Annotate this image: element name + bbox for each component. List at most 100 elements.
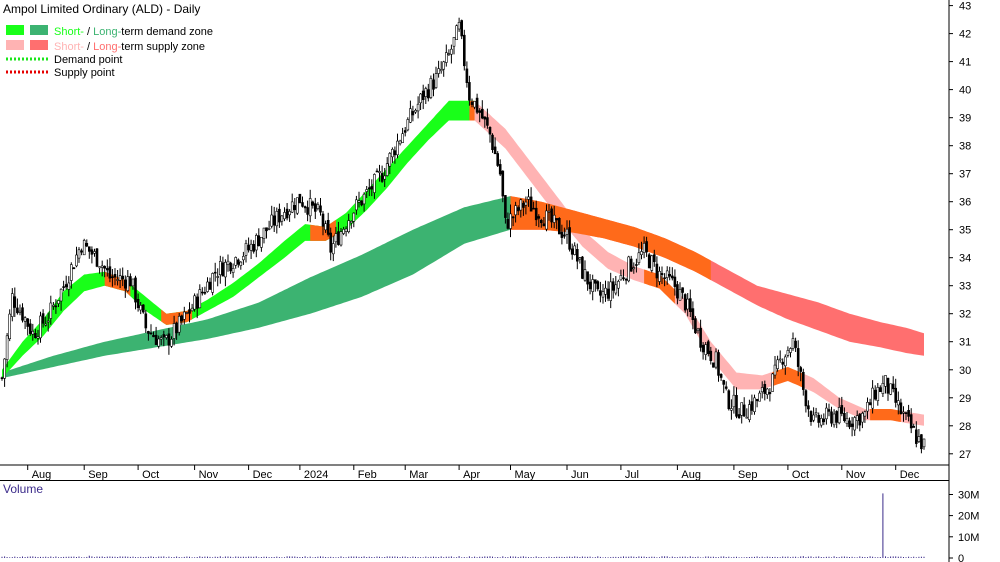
candle-body [617, 281, 620, 289]
candle-body [457, 21, 461, 30]
x-tick-label: Jun [571, 469, 589, 481]
candle-body [75, 254, 78, 267]
zone-transition [870, 409, 901, 422]
candle-body [871, 387, 874, 409]
volume-tick-label: 10M [958, 532, 979, 544]
candle-body [696, 328, 700, 332]
candle-body [419, 93, 422, 104]
candle-body [758, 392, 761, 402]
candle-body [737, 414, 741, 419]
candle-body [398, 140, 402, 145]
candle-body [750, 401, 754, 411]
candle-body [11, 293, 14, 317]
candle-body [134, 277, 137, 303]
candle-body [67, 282, 71, 290]
candle-body [118, 275, 122, 281]
zone-transition [772, 367, 804, 388]
candle-body [339, 231, 343, 246]
candle-body [237, 259, 240, 265]
candle-body [288, 211, 291, 216]
candle-body [889, 383, 892, 395]
candle-body [283, 212, 286, 220]
y-tick-label: 33 [959, 281, 971, 293]
candle-body [624, 278, 628, 281]
candle-body [704, 344, 708, 355]
zone-long-demand [2, 196, 511, 379]
candle-body [522, 202, 525, 208]
candle-body [511, 216, 515, 219]
candle-body [149, 332, 153, 335]
candle-body [298, 193, 302, 204]
candle-body [5, 335, 9, 360]
x-tick-label: Feb [358, 469, 377, 481]
candle-body [773, 364, 777, 376]
candle-body [154, 334, 158, 345]
candle-body [116, 279, 119, 281]
candle-body [88, 246, 91, 252]
candle-body [560, 231, 564, 238]
candle-body [514, 205, 517, 216]
candle-body [316, 204, 320, 209]
x-tick-label: Sep [738, 469, 758, 481]
candle-body [39, 315, 42, 339]
volume-tick-label: 30M [958, 490, 979, 502]
candle-body [59, 288, 63, 302]
candle-body [272, 215, 276, 226]
candle-body [100, 265, 104, 268]
legend-swatch-long [30, 25, 48, 35]
candle-body [98, 266, 101, 269]
candle-body [545, 210, 548, 230]
candle-body [470, 101, 474, 105]
candle-body [848, 420, 851, 428]
x-tick-label: Aug [32, 469, 52, 481]
candle-body [863, 411, 867, 417]
candle-body [701, 344, 705, 353]
candle-body [866, 401, 869, 412]
candle-body [139, 305, 142, 311]
candle-body [308, 198, 312, 217]
candle-body [201, 291, 204, 294]
y-tick-label: 37 [959, 169, 971, 181]
candle-body [673, 276, 677, 287]
candle-body [103, 266, 106, 269]
candle-body [239, 261, 243, 266]
candle-body [904, 412, 908, 415]
candle-body [550, 208, 553, 223]
y-tick-label: 39 [959, 113, 971, 125]
candle-body [396, 140, 399, 156]
candle-body [488, 127, 492, 135]
candle-body [688, 298, 692, 313]
volume-tick-label: 0 [958, 553, 964, 562]
zone-transition [469, 100, 475, 121]
candle-body [735, 394, 738, 417]
candle-body [691, 308, 695, 321]
candle-body [506, 219, 510, 229]
candle-body [414, 110, 417, 113]
candle-body [706, 341, 710, 355]
candle-body [501, 170, 505, 197]
candle-body [586, 271, 589, 285]
candle-body [486, 117, 489, 126]
candle-body [380, 173, 384, 182]
candle-body [855, 415, 859, 422]
x-tick-label: Mar [409, 469, 428, 481]
candle-body [221, 262, 225, 277]
candle-body [177, 315, 181, 333]
candle-body [370, 186, 374, 190]
candle-body [899, 402, 903, 415]
y-tick-label: 31 [959, 337, 971, 349]
candle-body [16, 307, 19, 314]
candle-body [0, 377, 4, 380]
candle-body [922, 438, 926, 448]
candle-body [28, 323, 32, 334]
candle-body [226, 260, 230, 266]
candle-body [724, 386, 728, 389]
candle-body [884, 375, 887, 387]
legend-entry: Short- / Long-term demand zone [54, 26, 213, 38]
candle-body [465, 68, 469, 84]
candle-body [93, 251, 96, 254]
candle-body [285, 208, 289, 219]
candle-body [632, 267, 636, 270]
candle-body [144, 313, 148, 329]
candle-body [663, 277, 666, 280]
